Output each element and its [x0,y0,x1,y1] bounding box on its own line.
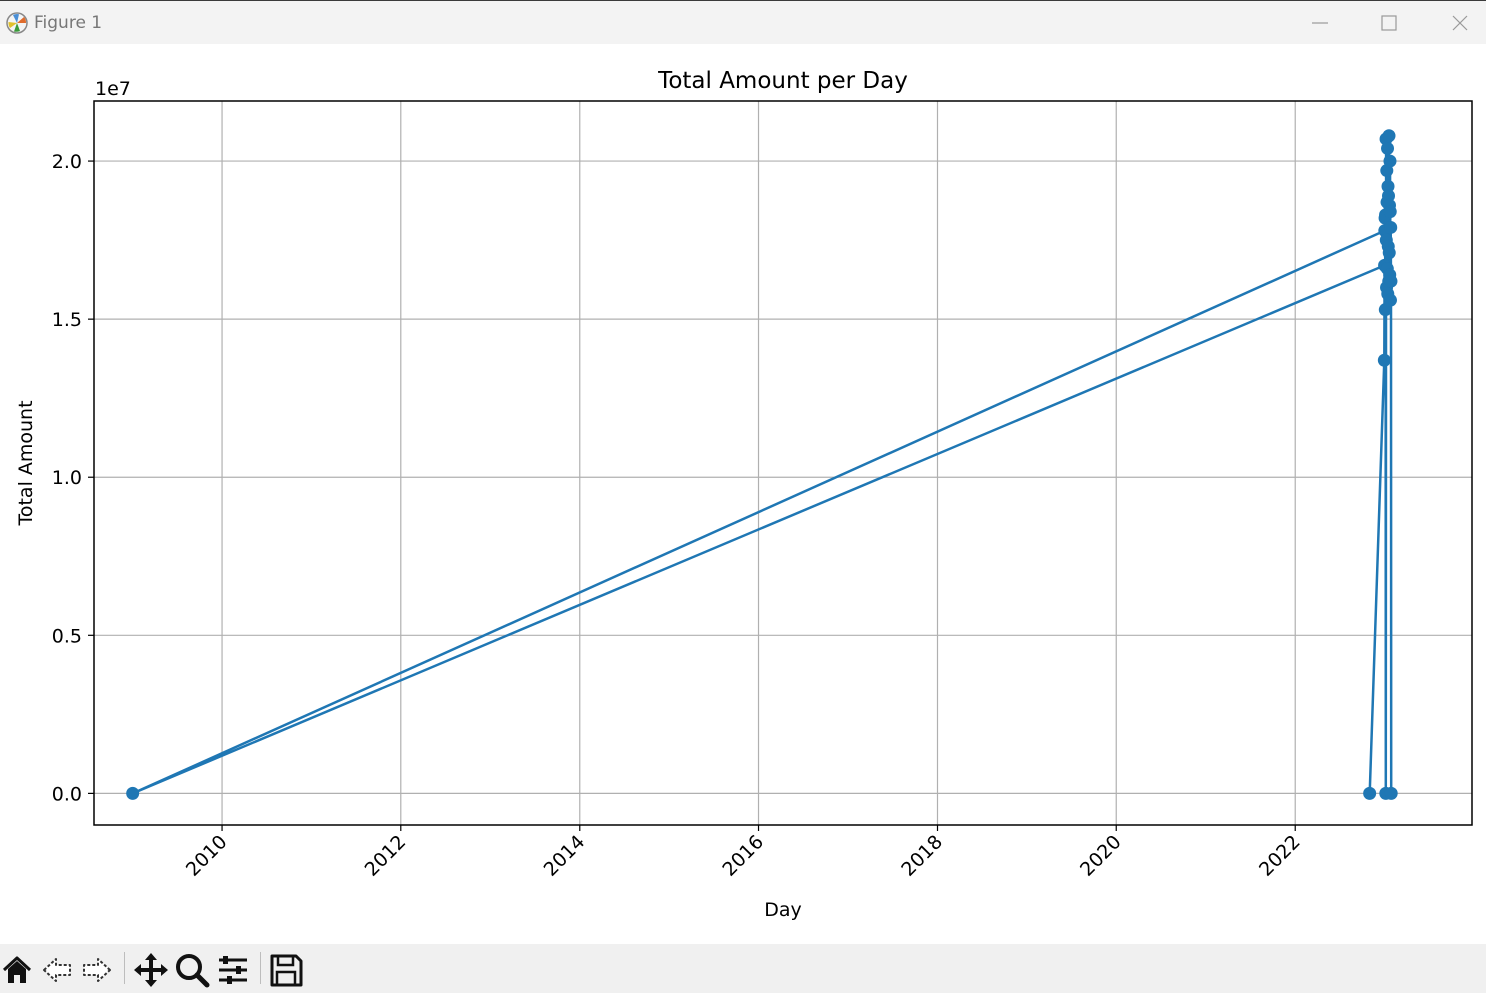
x-tick-label: 2016 [718,831,768,881]
y-tick-label: 0.0 [52,783,82,805]
back-button[interactable] [38,950,78,990]
data-point [1377,353,1391,367]
grid-lines [88,101,1472,831]
y-axis-label: Total Amount [15,400,37,526]
data-point [1384,274,1398,288]
app-icon [6,12,28,34]
data-point [1382,189,1396,203]
save-button[interactable] [266,950,306,990]
minimize-icon [1312,22,1328,24]
x-tick-label: 2012 [361,831,411,881]
line-chart: 0.0 0.5 1.0 1.5 2.0 2010 2012 2014 2016 2018 2020… [15,68,1473,921]
data-point [1382,246,1396,260]
chart-title: Total Amount per Day [657,68,908,94]
y-tick-label: 1.5 [52,309,82,331]
data-point [1384,220,1398,234]
series-line [131,134,1393,795]
y-tick-labels: 0.0 0.5 1.0 1.5 2.0 [52,151,82,805]
y-tick-label: 1.0 [52,467,82,489]
x-tick-label: 2010 [182,831,232,881]
x-tick-label: 2014 [540,831,590,881]
home-button[interactable] [0,950,40,990]
minimize-button[interactable] [1290,1,1350,45]
configure-subplots-icon [219,956,247,984]
x-tick-label: 2020 [1076,831,1126,881]
close-icon [1452,15,1468,31]
y-offset-label: 1e7 [95,78,131,100]
pan-button[interactable] [131,950,171,990]
data-point [1363,786,1377,800]
forward-icon [83,958,111,982]
close-button[interactable] [1430,1,1486,45]
home-icon [2,956,32,983]
back-icon [43,958,71,982]
maximize-icon [1381,15,1397,31]
maximize-button[interactable] [1359,1,1419,45]
forward-button[interactable] [76,950,116,990]
data-series [126,129,1398,800]
axes-frame [93,100,1473,826]
x-tick-labels: 2010 2012 2014 2016 2018 2020 2022 [182,831,1305,881]
y-tick-label: 2.0 [52,151,82,173]
pan-icon [134,953,168,987]
navigation-toolbar [0,944,1486,993]
x-axis-label: Day [764,899,802,921]
data-point [1381,141,1395,155]
toolbar-separator [124,952,125,984]
figure-canvas[interactable]: 0.0 0.5 1.0 1.5 2.0 2010 2012 2014 2016 2018 2020… [0,44,1486,944]
data-point [1383,205,1397,219]
toolbar-separator [260,952,261,984]
data-point [1381,179,1395,193]
data-point [1382,129,1396,143]
zoom-button[interactable] [172,950,212,990]
data-point [1384,786,1398,800]
x-tick-label: 2022 [1255,831,1305,881]
y-tick-label: 0.5 [52,625,82,647]
window-title: Figure 1 [34,13,103,33]
data-point [1383,154,1397,168]
x-tick-label: 2018 [897,831,947,881]
data-point [126,786,140,800]
zoom-icon [176,954,210,988]
configure-subplots-button[interactable] [213,950,253,990]
data-point [1383,293,1397,307]
window-titlebar: Figure 1 [0,0,1486,44]
data-point [1378,303,1392,317]
save-icon [270,954,303,987]
